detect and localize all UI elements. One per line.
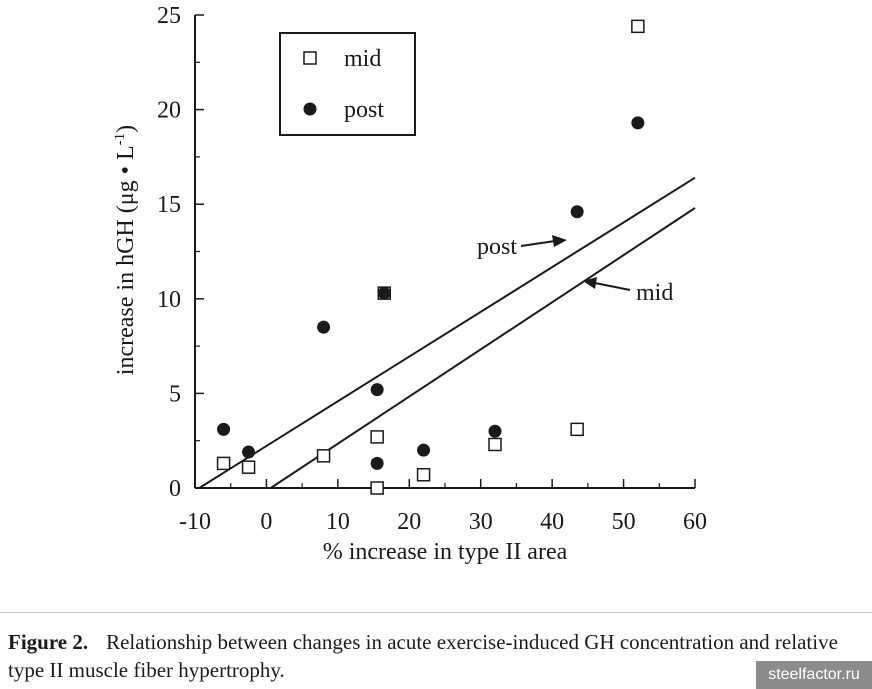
- legend-mid-label: mid: [344, 46, 381, 72]
- fit-line-mid: [270, 207, 696, 489]
- regression-lines: [198, 176, 696, 489]
- legend-mid-marker: [303, 51, 317, 65]
- x-tick-label: 10: [326, 509, 350, 535]
- figure-caption: Figure 2. Relationship between changes in…: [0, 612, 872, 689]
- y-tick-label: 10: [157, 287, 181, 313]
- annotations: post mid: [477, 234, 673, 306]
- annotation-mid-arrow: [583, 277, 631, 291]
- y-tick-label: 15: [157, 192, 181, 218]
- x-tick-label: 60: [683, 509, 707, 535]
- point-mid: [216, 456, 231, 471]
- y-tick-label: 25: [157, 3, 181, 29]
- annotation-mid-label: mid: [636, 280, 673, 306]
- point-post: [377, 286, 391, 300]
- fit-line-post: [198, 176, 696, 489]
- point-post: [417, 443, 431, 457]
- point-post: [488, 424, 502, 438]
- caption-label: Figure 2.: [8, 630, 89, 654]
- legend-post-marker: [303, 102, 317, 116]
- point-post: [242, 445, 256, 459]
- legend-post-label: post: [344, 97, 384, 123]
- x-axis-title: % increase in type II area: [323, 539, 568, 565]
- point-post: [217, 422, 231, 436]
- x-tick-label: 50: [612, 509, 636, 535]
- point-mid: [631, 19, 645, 34]
- y-tick-label: 5: [169, 381, 181, 407]
- x-tick-label: 0: [260, 509, 272, 535]
- point-mid: [370, 481, 384, 495]
- caption-text: Figure 2. Relationship between changes in…: [8, 628, 858, 684]
- annotation-post-label: post: [477, 234, 517, 260]
- y-tick-label: 20: [157, 98, 181, 124]
- point-post: [370, 456, 384, 470]
- point-mid: [416, 468, 431, 482]
- point-post: [570, 205, 584, 219]
- point-post: [317, 320, 331, 334]
- y-axis-title-superscript: -1: [112, 133, 128, 146]
- point-mid: [488, 437, 502, 452]
- x-tick-labels: -10 0 10 20 30 40 50 60: [179, 509, 707, 535]
- point-post: [631, 116, 645, 130]
- caption-body: Relationship between changes in acute ex…: [8, 630, 838, 682]
- x-tick-label: 20: [397, 509, 421, 535]
- point-mid: [241, 460, 256, 474]
- watermark: steelfactor.ru: [756, 661, 872, 689]
- x-tick-label: -10: [179, 509, 211, 535]
- y-tick-label: 0: [169, 476, 181, 502]
- point-mid: [316, 449, 331, 463]
- y-axis-title-main: increase in hGH (μg • L: [113, 145, 139, 375]
- x-tick-label: 40: [540, 509, 564, 535]
- point-mid: [370, 430, 384, 444]
- y-tick-labels: 0 5 10 15 20 25: [157, 3, 181, 502]
- data-points: [216, 19, 645, 495]
- x-tick-label: 30: [469, 509, 493, 535]
- plot-frame: [194, 15, 695, 489]
- axis-ticks: [194, 14, 696, 489]
- y-axis-title: increase in hGH (μg • L-1): [112, 125, 139, 375]
- annotation-post-arrow: [520, 235, 567, 247]
- point-mid: [570, 422, 584, 437]
- legend-box: [279, 32, 416, 136]
- legend: mid post: [279, 32, 416, 136]
- scatter-chart: -10 0 10 20 30 40 50 60 0 5 10 15 20 25 % increase i…: [112, 3, 707, 565]
- point-post: [370, 383, 384, 397]
- y-axis-title-close: ): [113, 125, 139, 133]
